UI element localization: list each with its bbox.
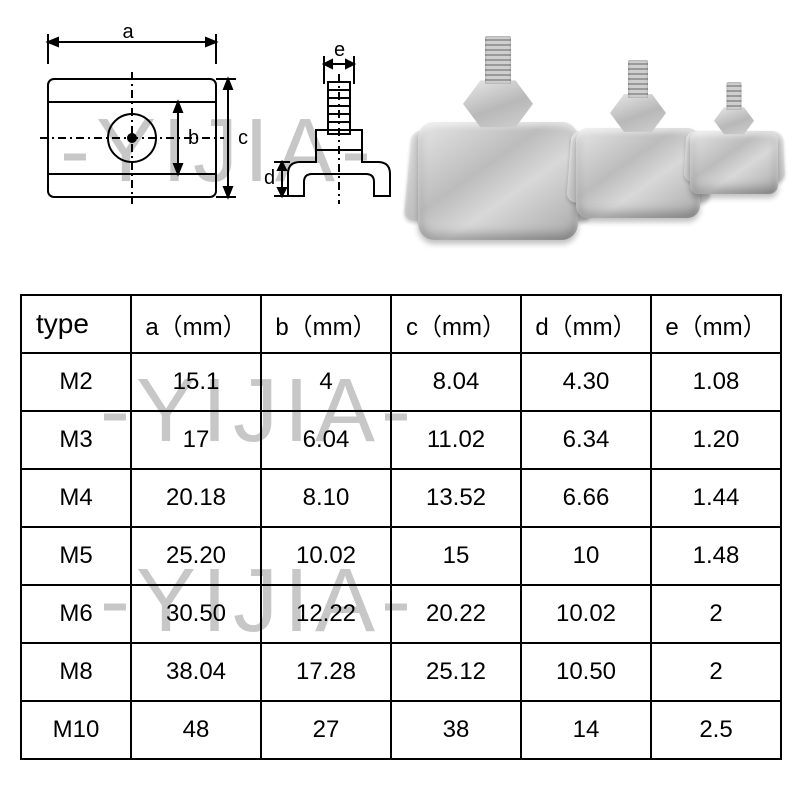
cell-c: 20.22 [391, 585, 521, 643]
dim-label-c: c [238, 127, 248, 149]
col-header-e: e（mm） [651, 295, 781, 353]
cell-a: 48 [131, 701, 261, 759]
dim-label-d: d [264, 167, 275, 189]
clamp-medium [576, 68, 700, 218]
cell-c: 11.02 [391, 411, 521, 469]
cell-e: 1.20 [651, 411, 781, 469]
cell-c: 8.04 [391, 353, 521, 411]
table-row: M3 17 6.04 11.02 6.34 1.20 [21, 411, 781, 469]
col-header-b: b（mm） [261, 295, 391, 353]
cell-b: 10.02 [261, 527, 391, 585]
table-row: M5 25.20 10.02 15 10 1.48 [21, 527, 781, 585]
cell-a: 25.20 [131, 527, 261, 585]
table-header-row: type a（mm） b（mm） c（mm） d（mm） e（mm） [21, 295, 781, 353]
cell-type: M5 [21, 527, 131, 585]
cell-d: 10.50 [521, 643, 651, 701]
col-header-c: c（mm） [391, 295, 521, 353]
dim-label-a: a [122, 24, 134, 43]
col-header-d: d（mm） [521, 295, 651, 353]
cell-a: 30.50 [131, 585, 261, 643]
cell-e: 2.5 [651, 701, 781, 759]
cell-d: 10.02 [521, 585, 651, 643]
table-row: M6 30.50 12.22 20.22 10.02 2 [21, 585, 781, 643]
cell-b: 17.28 [261, 643, 391, 701]
cell-type: M8 [21, 643, 131, 701]
engineering-drawing: a b [28, 24, 408, 234]
cell-type: M10 [21, 701, 131, 759]
table-row: M4 20.18 8.10 13.52 6.66 1.44 [21, 469, 781, 527]
cell-type: M3 [21, 411, 131, 469]
cell-a: 38.04 [131, 643, 261, 701]
top-region: a b [0, 0, 800, 290]
cell-e: 1.48 [651, 527, 781, 585]
col-header-type: type [21, 295, 131, 353]
clamp-large [418, 50, 578, 240]
cell-a: 17 [131, 411, 261, 469]
page-root: -YIJIA- -YIJIA- -YIJIA- a [0, 0, 800, 800]
dim-label-b: b [188, 127, 199, 149]
cell-a: 20.18 [131, 469, 261, 527]
cell-c: 38 [391, 701, 521, 759]
cell-e: 2 [651, 643, 781, 701]
cell-type: M4 [21, 469, 131, 527]
table-row: M2 15.1 4 8.04 4.30 1.08 [21, 353, 781, 411]
clamp-small [690, 86, 778, 194]
cell-c: 25.12 [391, 643, 521, 701]
cell-d: 4.30 [521, 353, 651, 411]
table-body: M2 15.1 4 8.04 4.30 1.08 M3 17 6.04 11.0… [21, 353, 781, 759]
cell-d: 10 [521, 527, 651, 585]
cell-e: 1.44 [651, 469, 781, 527]
cell-e: 1.08 [651, 353, 781, 411]
cell-type: M6 [21, 585, 131, 643]
cell-b: 12.22 [261, 585, 391, 643]
cell-e: 2 [651, 585, 781, 643]
cell-b: 6.04 [261, 411, 391, 469]
cell-d: 6.34 [521, 411, 651, 469]
product-photo [418, 18, 778, 248]
cell-b: 4 [261, 353, 391, 411]
spec-table: type a（mm） b（mm） c（mm） d（mm） e（mm） M2 15… [20, 294, 782, 760]
cell-c: 13.52 [391, 469, 521, 527]
cell-type: M2 [21, 353, 131, 411]
cell-d: 14 [521, 701, 651, 759]
table-row: M10 48 27 38 14 2.5 [21, 701, 781, 759]
cell-b: 27 [261, 701, 391, 759]
dim-label-e: e [334, 39, 345, 61]
cell-d: 6.66 [521, 469, 651, 527]
cell-c: 15 [391, 527, 521, 585]
cell-a: 15.1 [131, 353, 261, 411]
cell-b: 8.10 [261, 469, 391, 527]
col-header-a: a（mm） [131, 295, 261, 353]
table-row: M8 38.04 17.28 25.12 10.50 2 [21, 643, 781, 701]
